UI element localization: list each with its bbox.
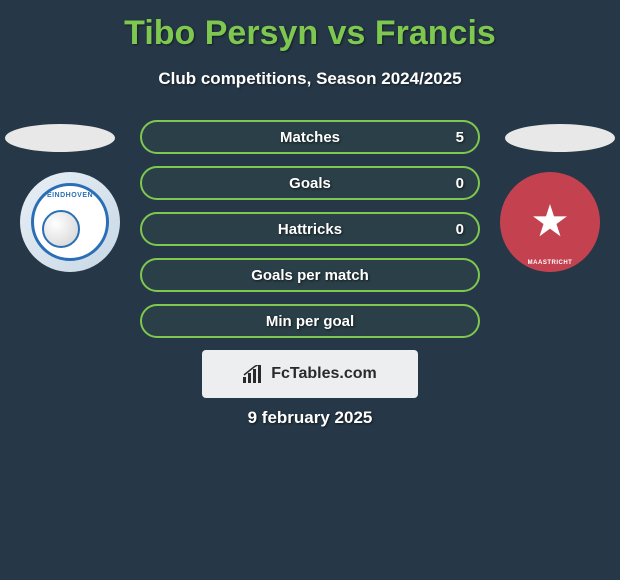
stat-value-right: 0	[456, 221, 464, 238]
stat-row-goals-per-match: Goals per match	[140, 258, 480, 292]
stat-value-right: 0	[456, 175, 464, 192]
stat-label: Matches	[280, 129, 340, 146]
club-badge-left: EINDHOVEN	[20, 172, 120, 272]
stat-label: Goals	[289, 175, 331, 192]
stat-row-goals: Goals 0	[140, 166, 480, 200]
stat-row-hattricks: Hattricks 0	[140, 212, 480, 246]
subtitle: Club competitions, Season 2024/2025	[0, 69, 620, 89]
stat-label: Goals per match	[251, 267, 369, 284]
player-avatar-left	[5, 124, 115, 152]
star-icon: ★	[530, 200, 569, 244]
stat-row-min-per-goal: Min per goal	[140, 304, 480, 338]
badge-left-label: EINDHOVEN	[34, 192, 106, 199]
bar-chart-icon	[243, 365, 265, 383]
stat-row-matches: Matches 5	[140, 120, 480, 154]
stat-label: Hattricks	[278, 221, 342, 238]
brand-text: FcTables.com	[271, 365, 377, 383]
soccer-ball-icon	[42, 210, 80, 248]
page-title: Tibo Persyn vs Francis	[0, 0, 620, 53]
club-badge-right: ★ MAASTRICHT	[500, 172, 600, 272]
stat-value-right: 5	[456, 129, 464, 146]
date-label: 9 february 2025	[0, 408, 620, 428]
player-avatar-right	[505, 124, 615, 152]
badge-right-label: MAASTRICHT	[500, 260, 600, 266]
stats-panel: Matches 5 Goals 0 Hattricks 0 Goals per …	[140, 120, 480, 350]
stat-label: Min per goal	[266, 313, 354, 330]
brand-badge: FcTables.com	[202, 350, 418, 398]
